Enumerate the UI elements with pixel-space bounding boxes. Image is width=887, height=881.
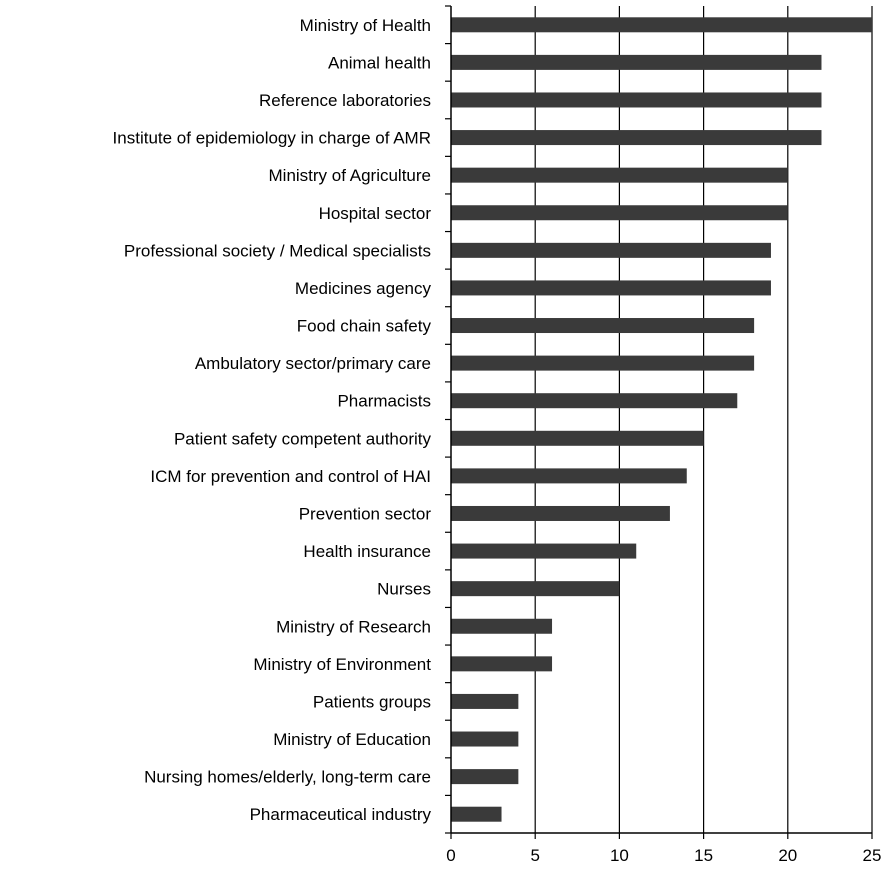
x-tick-label: 0 <box>446 846 455 865</box>
x-tick-label: 10 <box>610 846 629 865</box>
category-label: Food chain safety <box>297 317 432 336</box>
category-label: Nursing homes/elderly, long-term care <box>144 768 431 787</box>
bar <box>451 318 755 334</box>
x-tick-labels: 0 5 10 15 20 25 <box>446 846 881 865</box>
bar <box>451 92 822 108</box>
category-label: Nurses <box>377 580 431 599</box>
x-tick-label: 20 <box>778 846 797 865</box>
axes <box>445 5 873 839</box>
bar <box>451 242 771 258</box>
category-label: Institute of epidemiology in charge of A… <box>113 129 431 148</box>
category-label: Patients groups <box>313 692 431 711</box>
gridlines <box>534 6 873 833</box>
bar <box>451 130 822 146</box>
category-label: Ministry of Health <box>300 16 431 35</box>
bar <box>451 656 553 672</box>
bar <box>451 205 788 221</box>
x-tick-label: 15 <box>694 846 713 865</box>
category-label: Ministry of Education <box>273 730 431 749</box>
bar <box>451 505 670 521</box>
bar <box>451 54 822 70</box>
category-label: Pharmacists <box>337 392 431 411</box>
category-label: Hospital sector <box>319 204 432 223</box>
bar <box>451 731 519 747</box>
bar <box>451 618 553 634</box>
bar <box>451 17 872 33</box>
bar <box>451 280 771 296</box>
category-label: Ambulatory sector/primary care <box>195 354 431 373</box>
bar <box>451 393 738 409</box>
x-tick-label: 5 <box>530 846 539 865</box>
category-label: Ministry of Environment <box>253 655 431 674</box>
category-label: ICM for prevention and control of HAI <box>150 467 431 486</box>
category-label: Professional society / Medical specialis… <box>124 241 431 260</box>
category-label: Patient safety competent authority <box>174 429 432 448</box>
bar <box>451 693 519 709</box>
bar <box>451 769 519 785</box>
bars <box>451 17 872 822</box>
category-label: Ministry of Agriculture <box>269 166 432 185</box>
bar <box>451 430 704 446</box>
bar <box>451 167 788 183</box>
x-tick-label: 25 <box>863 846 882 865</box>
category-label: Prevention sector <box>299 504 432 523</box>
category-label: Health insurance <box>303 542 431 561</box>
category-label: Pharmaceutical industry <box>250 805 432 824</box>
category-label: Reference laboratories <box>259 91 431 110</box>
bar <box>451 581 620 597</box>
category-label: Medicines agency <box>295 279 432 298</box>
category-label: Ministry of Research <box>276 617 431 636</box>
bar <box>451 355 755 371</box>
bar <box>451 543 637 559</box>
bar <box>451 468 687 484</box>
category-label: Animal health <box>328 53 431 72</box>
category-labels: Ministry of Health Animal health Reference… <box>113 16 432 824</box>
bar <box>451 806 502 822</box>
